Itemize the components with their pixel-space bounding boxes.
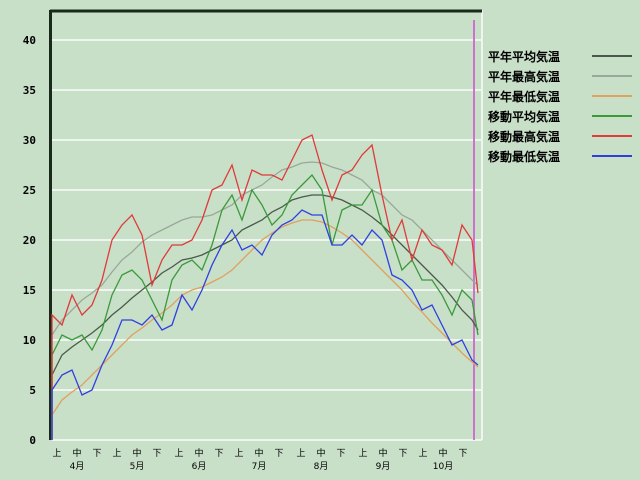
- y-tick-label: 20: [23, 234, 36, 247]
- x-month-label: 8月: [314, 461, 329, 472]
- y-tick-label: 30: [23, 134, 36, 147]
- x-dekad-label: 上: [418, 448, 427, 459]
- x-dekad-label: 上: [52, 448, 61, 459]
- x-month-label: 10月: [433, 461, 453, 472]
- legend-item: 移動平均気温: [488, 106, 632, 126]
- x-dekad-label: 上: [174, 448, 183, 459]
- x-month-label: 6月: [192, 461, 207, 472]
- x-dekad-label: 下: [336, 449, 345, 459]
- x-dekad-label: 下: [152, 449, 161, 459]
- x-dekad-label: 中: [194, 447, 203, 459]
- series-line: [51, 161, 479, 440]
- x-month-label: 9月: [376, 461, 391, 472]
- series-lines: [51, 134, 479, 440]
- legend-label: 移動平均気温: [488, 109, 561, 124]
- x-dekad-label: 下: [92, 449, 101, 459]
- grid: [52, 39, 482, 391]
- legend-label: 移動最低気温: [488, 149, 561, 164]
- legend-label: 平年平均気温: [488, 49, 561, 64]
- series-line: [51, 219, 479, 440]
- series-line: [51, 209, 479, 440]
- series-line: [51, 194, 479, 440]
- x-month-label: 7月: [252, 461, 267, 472]
- legend: 平年平均気温 平年最高気温 平年最低気温 移動平均気温 移動最高気温 移動最低気…: [488, 46, 632, 166]
- x-dekad-label: 下: [398, 449, 407, 459]
- legend-swatch: [592, 115, 632, 117]
- series-line: [51, 134, 479, 440]
- x-axis-labels: 上中下4月上中下5月上中下6月上中下7月上中下8月上中下9月上中下10月: [52, 447, 467, 472]
- legend-swatch: [592, 135, 632, 137]
- legend-item: 移動最低気温: [488, 146, 632, 166]
- legend-item: 平年最高気温: [488, 66, 632, 86]
- series-line: [51, 173, 479, 440]
- x-dekad-label: 中: [378, 447, 387, 459]
- x-dekad-label: 中: [316, 447, 325, 459]
- legend-swatch: [592, 55, 632, 57]
- y-tick-label: 35: [23, 84, 36, 97]
- legend-label: 平年最高気温: [488, 69, 561, 84]
- x-dekad-label: 上: [296, 448, 305, 459]
- y-tick-label: 5: [29, 384, 36, 397]
- y-tick-label: 0: [29, 434, 36, 447]
- x-month-label: 4月: [70, 461, 85, 472]
- x-dekad-label: 中: [438, 447, 447, 459]
- x-month-label: 5月: [130, 461, 145, 472]
- x-dekad-label: 中: [72, 447, 81, 459]
- x-dekad-label: 下: [214, 449, 223, 459]
- y-tick-label: 15: [23, 284, 36, 297]
- y-tick-label: 40: [23, 34, 36, 47]
- legend-item: 移動最高気温: [488, 126, 632, 146]
- legend-item: 平年最低気温: [488, 86, 632, 106]
- x-dekad-label: 上: [358, 448, 367, 459]
- legend-swatch: [592, 75, 632, 77]
- x-dekad-label: 中: [254, 447, 263, 459]
- x-dekad-label: 中: [132, 447, 141, 459]
- x-dekad-label: 下: [274, 449, 283, 459]
- legend-label: 平年最低気温: [488, 89, 561, 104]
- x-dekad-label: 上: [112, 448, 121, 459]
- legend-swatch: [592, 95, 632, 97]
- legend-item: 平年平均気温: [488, 46, 632, 66]
- y-tick-label: 25: [23, 184, 36, 197]
- x-dekad-label: 下: [458, 449, 467, 459]
- axes: 0 5 10 15 20 25 30 35 40: [23, 9, 483, 447]
- legend-swatch: [592, 155, 632, 157]
- legend-label: 移動最高気温: [488, 129, 561, 144]
- x-dekad-label: 上: [234, 448, 243, 459]
- y-tick-label: 10: [23, 334, 36, 347]
